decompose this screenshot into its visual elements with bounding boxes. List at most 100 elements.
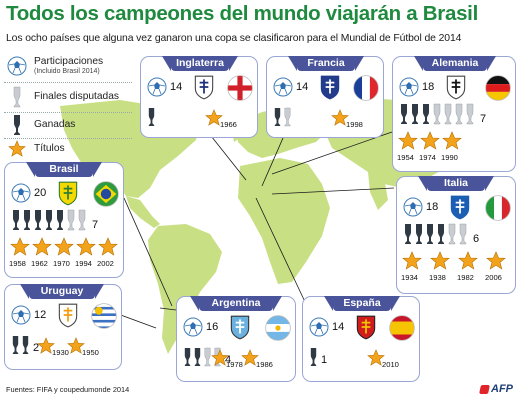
participations-count: 14 <box>296 81 309 93</box>
team-crest-icon <box>57 180 79 211</box>
legend-divider <box>4 82 132 83</box>
title-star-icon <box>67 337 85 360</box>
won-final-trophy-icon <box>183 347 192 372</box>
legend-titulos-label: Títulos <box>34 142 65 154</box>
won-final-trophy-icon <box>273 107 282 132</box>
flag-icon <box>353 75 379 106</box>
country-card-uruguay: Uruguay 12 2 1930 1950 <box>4 284 122 370</box>
ball-icon <box>4 56 30 76</box>
country-name: Inglaterra <box>162 56 238 71</box>
afp-logo-mark <box>479 384 490 394</box>
team-crest-icon <box>319 74 341 105</box>
page-subtitle: Los ocho países que alguna vez ganaron u… <box>6 33 462 44</box>
lost-final-trophy-icon <box>465 103 475 130</box>
title-star-icon <box>205 109 223 132</box>
title-star-icon <box>10 237 30 262</box>
country-card-espana: España 14 1 2010 <box>302 296 420 382</box>
title-star-icon <box>331 109 349 132</box>
won-final-trophy-icon <box>425 223 435 250</box>
country-name: Francia <box>288 56 364 71</box>
title-year: 1966 <box>220 120 237 129</box>
finals-count: 6 <box>473 233 480 245</box>
won-final-trophy-icon <box>421 103 431 130</box>
title-year: 1998 <box>346 120 363 129</box>
legend-finales: Finales disputadas <box>4 86 119 108</box>
flag-icon <box>485 75 511 106</box>
title-star-icon <box>241 349 259 372</box>
title-year: 1982 <box>457 273 474 282</box>
won-final-trophy-icon <box>11 209 21 236</box>
country-name: Brasil <box>26 162 102 177</box>
legend-finales-label: Finales disputadas <box>34 90 119 102</box>
legend-ganadas-label: Ganadas <box>34 118 76 130</box>
title-year: 2002 <box>97 259 114 268</box>
central-america <box>126 196 160 228</box>
lost-final-trophy-icon <box>66 209 76 236</box>
legend-participaciones-note: (Incluido Brasil 2014) <box>34 67 100 75</box>
title-year: 1994 <box>75 259 92 268</box>
title-star-icon <box>402 251 422 276</box>
connector-italia <box>271 187 395 195</box>
legend-divider <box>4 112 132 113</box>
ball-icon <box>273 77 293 102</box>
country-name: Uruguay <box>20 284 104 299</box>
title-year: 1990 <box>441 153 458 162</box>
title-star-icon <box>420 131 440 156</box>
won-final-trophy-icon <box>11 335 20 360</box>
finals-count: 1 <box>321 354 328 366</box>
won-final-trophy-icon <box>44 209 54 236</box>
team-crest-icon <box>57 302 79 333</box>
country-card-francia: Francia 14 1998 <box>266 56 384 138</box>
afp-logo-text: AFP <box>491 383 513 395</box>
lost-final-trophy-icon <box>432 103 442 130</box>
title-year: 1958 <box>9 259 26 268</box>
connector-brasil <box>123 197 173 307</box>
team-crest-icon <box>445 74 467 105</box>
title-star-icon <box>211 349 229 372</box>
india <box>368 172 388 210</box>
won-final-trophy-icon <box>410 103 420 130</box>
won-final-trophy-icon <box>33 209 43 236</box>
lost-final-trophy-icon <box>458 223 468 250</box>
south-america <box>148 224 222 354</box>
lost-final-trophy-icon <box>454 103 464 130</box>
title-year: 1970 <box>53 259 70 268</box>
finals-count: 7 <box>92 219 99 231</box>
ball-icon <box>183 317 203 342</box>
afp-logo: AFP <box>479 383 513 395</box>
legend-ganadas: Ganadas <box>4 114 75 136</box>
title-year: 2010 <box>382 360 399 369</box>
title-star-icon <box>486 251 506 276</box>
flag-icon <box>91 303 117 334</box>
country-name: Alemania <box>414 56 496 71</box>
finals-count: 4 <box>225 354 232 366</box>
participations-count: 16 <box>206 321 219 333</box>
title-year: 2006 <box>485 273 502 282</box>
title-year: 1950 <box>82 348 99 357</box>
title-star-icon <box>76 237 96 262</box>
country-name: España <box>324 296 400 311</box>
connector-alemania <box>271 131 393 175</box>
title-star-icon <box>98 237 118 262</box>
africa <box>238 158 330 284</box>
title-year: 1934 <box>401 273 418 282</box>
lost-final-trophy-icon <box>283 107 292 132</box>
legend-titulos: Títulos <box>4 140 65 158</box>
sources-footer: Fuentes: FIFA y coupedumonde 2014 <box>6 385 130 394</box>
legend-participaciones-label: Participaciones <box>34 55 104 67</box>
participations-count: 18 <box>422 81 435 93</box>
title-star-icon <box>458 251 478 276</box>
page-title: Todos los campeones del mundo viajarán a… <box>6 2 478 25</box>
finals-count: 2 <box>33 342 40 354</box>
title-star-icon <box>442 131 462 156</box>
won-final-trophy-icon <box>193 347 202 372</box>
flag-icon <box>227 75 253 106</box>
ball-icon <box>309 317 329 342</box>
title-year: 1974 <box>419 153 436 162</box>
legend-divider <box>4 138 132 139</box>
lost-final-trophy-icon <box>443 103 453 130</box>
won-final-trophy-icon <box>55 209 65 236</box>
won-final-trophy-icon <box>147 107 156 132</box>
title-star-icon <box>37 337 55 360</box>
flag-icon <box>93 181 119 212</box>
